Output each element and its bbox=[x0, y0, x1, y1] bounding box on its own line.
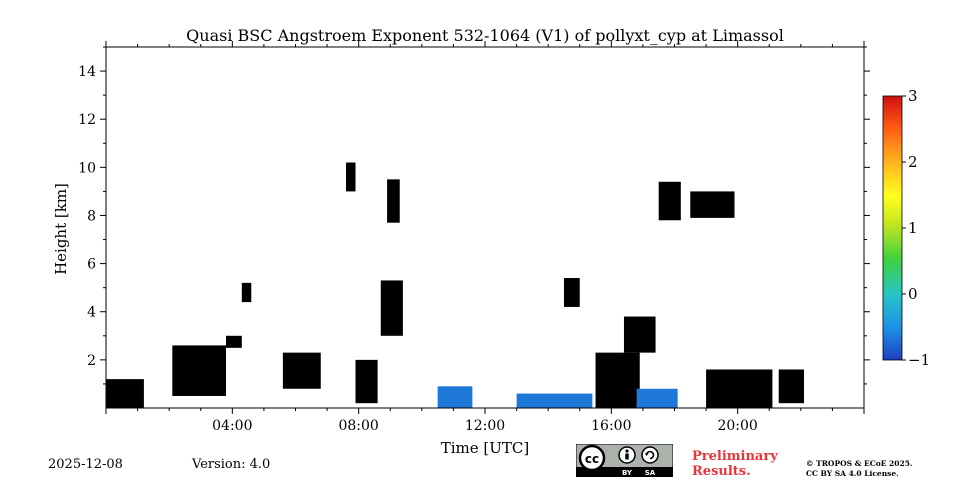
sa-icon bbox=[641, 446, 659, 464]
black-layer-0 bbox=[106, 379, 144, 408]
blue-layer-9 bbox=[516, 393, 593, 408]
aerosol-layer-14 bbox=[380, 280, 403, 336]
colorbar bbox=[882, 95, 903, 361]
x-tick-label: 20:00 bbox=[717, 418, 757, 434]
chart-title: Quasi BSC Angstroem Exponent 532-1064 (V… bbox=[186, 26, 784, 45]
y-tick-label: 14 bbox=[78, 64, 96, 80]
black-layer-3 bbox=[355, 359, 378, 404]
y-tick-label: 8 bbox=[87, 208, 96, 224]
aerosol-layer-16 bbox=[623, 316, 656, 353]
cloud-layer-12 bbox=[387, 179, 400, 223]
footer-version: Version: 4.0 bbox=[192, 457, 271, 472]
license-sa-text: SA bbox=[645, 469, 656, 477]
x-tick-label: 12:00 bbox=[465, 418, 505, 434]
y-tick-label: 10 bbox=[78, 160, 96, 176]
colorbar-tick-label: 2 bbox=[908, 153, 918, 171]
cloud-layer-13 bbox=[346, 162, 356, 192]
svg-text:cc: cc bbox=[585, 452, 599, 466]
black-layer-6 bbox=[778, 369, 804, 404]
y-axis-label: Height [km] bbox=[52, 183, 70, 275]
black-layer-1 bbox=[172, 345, 227, 396]
aerosol-layer-18 bbox=[241, 282, 252, 303]
colorbar-tick-label: −1 bbox=[908, 351, 930, 369]
x-tick-label: 04:00 bbox=[212, 418, 252, 434]
aerosol-layer-17 bbox=[226, 335, 242, 348]
cc-license-badge[interactable]: cc BY SA bbox=[576, 444, 673, 477]
aerosol-layer-15 bbox=[563, 278, 580, 307]
black-layer-2 bbox=[282, 352, 321, 389]
x-axis-label: Time [UTC] bbox=[441, 439, 530, 457]
cloud-layer-10 bbox=[690, 191, 735, 218]
preliminary-line-1: Preliminary bbox=[692, 449, 778, 464]
copyright-line-2: CC BY SA 4.0 License. bbox=[806, 469, 899, 478]
y-tick-label: 6 bbox=[87, 257, 96, 273]
cc-icon bbox=[578, 444, 606, 472]
black-layer-5 bbox=[706, 369, 773, 408]
colorbar-tick-label: 1 bbox=[908, 219, 918, 237]
copyright-line-1: © TROPOS & ECoE 2025. bbox=[806, 459, 913, 468]
colorbar-axis: −1 0 1 2 3 bbox=[902, 87, 930, 369]
cloud-layer-11 bbox=[658, 181, 681, 221]
blue-layer-7 bbox=[437, 386, 473, 408]
preliminary-notice: Preliminary Results. bbox=[692, 449, 778, 479]
y-axis: 2 4 6 8 10 12 14 bbox=[78, 46, 870, 385]
x-tick-label: 08:00 bbox=[338, 418, 378, 434]
license-by-text: BY bbox=[622, 469, 633, 477]
y-tick-label: 4 bbox=[87, 305, 96, 321]
x-tick-label: 16:00 bbox=[591, 418, 631, 434]
preliminary-line-2: Results. bbox=[692, 464, 751, 479]
colorbar-tick-label: 0 bbox=[908, 285, 918, 303]
y-tick-label: 12 bbox=[78, 112, 96, 128]
footer-date: 2025-12-08 bbox=[48, 457, 123, 472]
plot-data-layer bbox=[106, 162, 804, 408]
blue-layer-8 bbox=[636, 388, 678, 408]
copyright-notice: © TROPOS & ECoE 2025. CC BY SA 4.0 Licen… bbox=[806, 459, 913, 479]
black-layer-4 bbox=[595, 352, 640, 408]
x-axis: 04:00 08:00 12:00 16:00 20:00 bbox=[105, 41, 865, 434]
y-tick-label: 2 bbox=[87, 353, 96, 369]
colorbar-tick-label: 3 bbox=[908, 87, 918, 105]
